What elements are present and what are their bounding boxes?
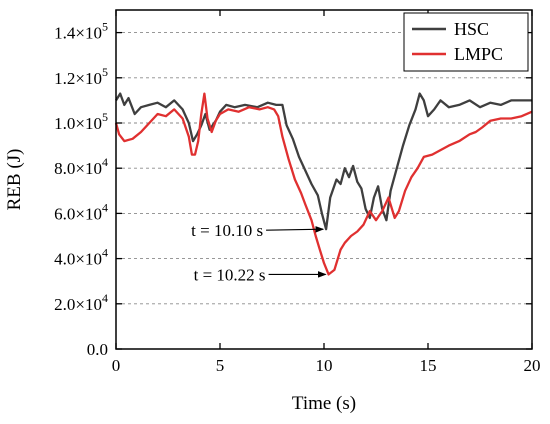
axis-ticks: 0 5 10 15 20 0.0 2.0×104 4.0×104 6.0×104 8.0×104 1… (54, 10, 541, 375)
y-axis-title: REB (J) (4, 149, 25, 211)
y-tick-label: 4.0×104 (54, 246, 108, 269)
annotations: t = 10.10 s t = 10.22 s (191, 221, 327, 284)
y-tick-label: 6.0×104 (54, 200, 108, 223)
annotation-label: t = 10.22 s (194, 265, 266, 284)
series-group (114, 92, 533, 276)
legend-box (403, 12, 529, 72)
y-tick-label: 1.2×105 (54, 65, 108, 88)
legend-label-hsc: HSC (454, 19, 489, 39)
annotation-label: t = 10.10 s (191, 221, 263, 240)
legend: HSC LMPC (403, 12, 529, 72)
legend-label-lmpc: LMPC (454, 44, 503, 64)
x-tick-label: 15 (420, 356, 437, 375)
y-tick-label: 0.0 (87, 340, 108, 359)
y-tick-label: 8.0×104 (54, 155, 108, 178)
x-tick-label: 0 (112, 356, 121, 375)
x-axis-title: Time (s) (292, 393, 356, 414)
x-tick-label: 20 (524, 356, 541, 375)
annotation-arrow (266, 226, 325, 233)
y-tick-label: 2.0×104 (54, 291, 108, 314)
y-tick-label: 1.4×105 (54, 20, 108, 43)
series-line-hsc (115, 92, 532, 231)
series-line-lmpc (114, 92, 533, 276)
x-tick-label: 5 (216, 356, 225, 375)
x-tick-label: 10 (316, 356, 333, 375)
y-tick-label: 1.0×105 (54, 110, 108, 133)
